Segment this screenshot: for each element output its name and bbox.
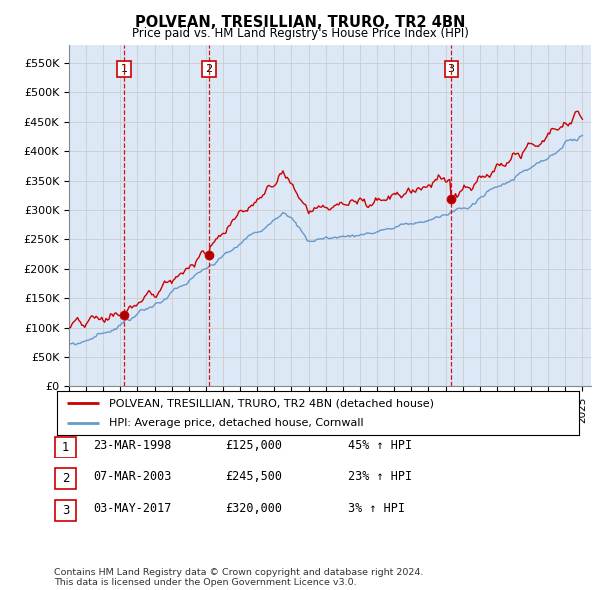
Text: 1: 1 [121,64,128,74]
Text: 3: 3 [448,64,455,74]
Text: 23-MAR-1998: 23-MAR-1998 [93,439,172,452]
Text: 23% ↑ HPI: 23% ↑ HPI [348,470,412,483]
Text: Price paid vs. HM Land Registry's House Price Index (HPI): Price paid vs. HM Land Registry's House … [131,27,469,40]
Text: POLVEAN, TRESILLIAN, TRURO, TR2 4BN: POLVEAN, TRESILLIAN, TRURO, TR2 4BN [135,15,465,30]
Text: 2: 2 [62,472,69,485]
Text: HPI: Average price, detached house, Cornwall: HPI: Average price, detached house, Corn… [109,418,364,428]
Text: 45% ↑ HPI: 45% ↑ HPI [348,439,412,452]
Text: POLVEAN, TRESILLIAN, TRURO, TR2 4BN (detached house): POLVEAN, TRESILLIAN, TRURO, TR2 4BN (det… [109,398,434,408]
FancyBboxPatch shape [55,468,76,489]
FancyBboxPatch shape [55,437,76,457]
Text: £320,000: £320,000 [225,502,282,515]
FancyBboxPatch shape [55,500,76,520]
Text: 2: 2 [205,64,212,74]
Text: 07-MAR-2003: 07-MAR-2003 [93,470,172,483]
Text: Contains HM Land Registry data © Crown copyright and database right 2024.
This d: Contains HM Land Registry data © Crown c… [54,568,424,587]
Text: £125,000: £125,000 [225,439,282,452]
Text: 3% ↑ HPI: 3% ↑ HPI [348,502,405,515]
Text: £245,500: £245,500 [225,470,282,483]
Text: 3: 3 [62,504,69,517]
Text: 03-MAY-2017: 03-MAY-2017 [93,502,172,515]
Text: 1: 1 [62,441,69,454]
